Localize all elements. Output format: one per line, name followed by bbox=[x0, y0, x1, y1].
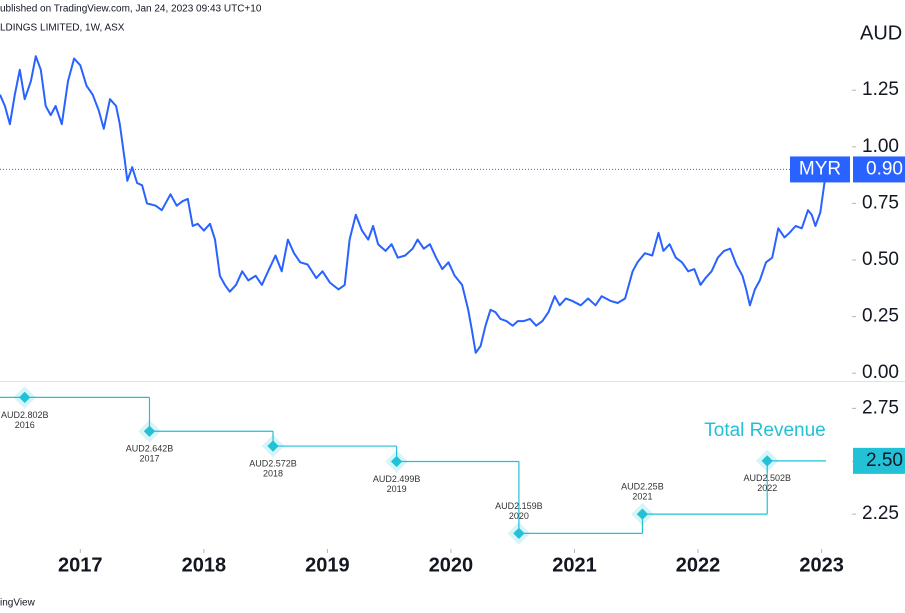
period-label: 2016 bbox=[15, 420, 35, 430]
value-label: AUD2.642B bbox=[126, 444, 174, 454]
marker bbox=[390, 455, 403, 468]
x-tick-label: 2021 bbox=[552, 554, 597, 576]
y-tick-label: 2.75 bbox=[862, 397, 899, 418]
last-value-label: 2.50 bbox=[866, 450, 903, 471]
x-tick-label: 2017 bbox=[58, 554, 103, 576]
last-value-badge bbox=[853, 447, 905, 474]
y-tick-label: 0.50 bbox=[862, 249, 899, 270]
value-label: AUD2.159B bbox=[495, 501, 543, 511]
x-tick-label: 2018 bbox=[182, 554, 227, 576]
value-label: AUD2.499B bbox=[373, 474, 421, 484]
value-label: AUD2.572B bbox=[249, 458, 297, 468]
value-label: AUD2.25B bbox=[621, 482, 664, 492]
x-tick-label: 2019 bbox=[305, 554, 350, 576]
symbol-label: MYR bbox=[799, 158, 841, 179]
y-tick-label: 0.00 bbox=[862, 362, 899, 383]
y-tick-label: 0.25 bbox=[862, 306, 899, 327]
value-label: AUD2.802B bbox=[1, 410, 49, 420]
value-label: AUD2.502B bbox=[743, 473, 791, 483]
y-tick-label: 0.75 bbox=[862, 192, 899, 213]
period-label: 2019 bbox=[387, 484, 407, 494]
marker bbox=[761, 455, 773, 467]
y-tick-label: 1.00 bbox=[862, 136, 899, 157]
symbol-title: LDINGS LIMITED, 1W, ASX bbox=[0, 23, 125, 34]
currency-label: AUD bbox=[860, 22, 902, 44]
period-label: 2022 bbox=[757, 483, 777, 493]
footer-brand: ingView bbox=[0, 598, 36, 609]
published-note: ublished on TradingView.com, Jan 24, 202… bbox=[0, 4, 262, 15]
last-price-label: 0.90 bbox=[866, 158, 903, 179]
x-tick-label: 2023 bbox=[799, 554, 844, 576]
y-tick-label: 1.25 bbox=[862, 79, 899, 100]
x-tick-label: 2020 bbox=[429, 554, 474, 576]
marker bbox=[143, 425, 156, 437]
marker bbox=[267, 440, 279, 452]
period-label: 2020 bbox=[509, 511, 529, 521]
y-tick-label: 2.25 bbox=[862, 503, 899, 524]
period-label: 2021 bbox=[632, 492, 652, 502]
period-label: 2018 bbox=[263, 468, 283, 478]
series-title: Total Revenue bbox=[704, 420, 825, 441]
price-line bbox=[0, 55, 828, 354]
marker bbox=[513, 527, 525, 540]
last-price-badge bbox=[853, 156, 905, 183]
symbol-badge bbox=[790, 156, 850, 183]
period-label: 2017 bbox=[139, 454, 159, 464]
x-tick-label: 2022 bbox=[676, 554, 721, 576]
